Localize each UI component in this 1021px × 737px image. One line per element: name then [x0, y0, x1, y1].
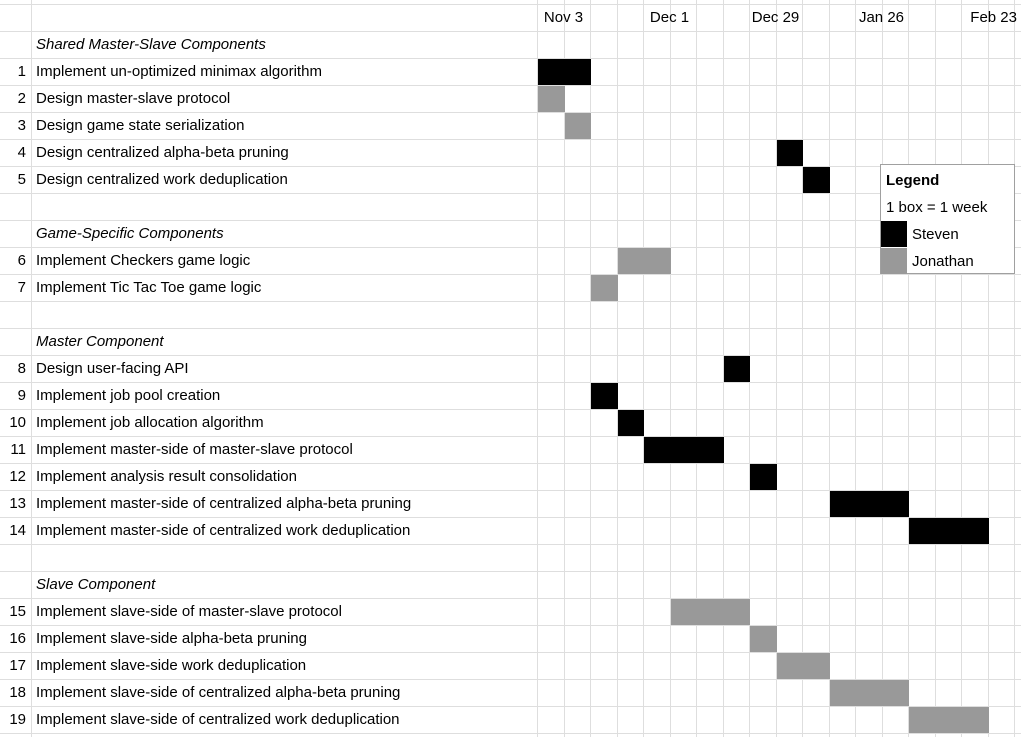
- task-number: 5: [17, 171, 26, 188]
- timeline-date-label: Dec 29: [751, 9, 800, 26]
- task-number: 7: [17, 279, 26, 296]
- legend-scale: 1 box = 1 week: [886, 199, 988, 216]
- legend-label-steven: Steven: [912, 226, 959, 243]
- timeline-date-label: Nov 3: [543, 9, 584, 26]
- legend-title: Legend: [886, 172, 940, 189]
- task-label: Implement slave-side of centralized alph…: [36, 684, 401, 701]
- task-bar-17: [777, 653, 830, 679]
- task-bar-7: [591, 275, 618, 301]
- task-number: 16: [9, 630, 26, 647]
- task-number: 4: [17, 144, 26, 161]
- task-bar-13: [830, 491, 909, 517]
- task-bar-2: [538, 86, 565, 112]
- task-label: Implement analysis result consolidation: [36, 468, 297, 485]
- legend-swatch-jonathan: [881, 248, 907, 274]
- task-label: Implement slave-side of master-slave pro…: [36, 603, 342, 620]
- task-bar-3: [565, 113, 591, 139]
- section-heading: Game-Specific Components: [36, 225, 224, 242]
- task-number: 13: [9, 495, 26, 512]
- legend-box: Legend 1 box = 1 week Steven Jonathan: [880, 164, 1015, 274]
- task-number: 14: [9, 522, 26, 539]
- task-bar-11: [644, 437, 724, 463]
- task-number: 3: [17, 117, 26, 134]
- section-heading: Slave Component: [36, 576, 156, 593]
- task-bar-5: [803, 167, 830, 193]
- timeline-date-label: Feb 23: [970, 9, 1017, 26]
- task-number: 17: [9, 657, 26, 674]
- task-label: Implement master-side of centralized alp…: [36, 495, 412, 512]
- section-heading: Shared Master-Slave Components: [36, 36, 266, 53]
- task-bar-4: [777, 140, 803, 166]
- task-number: 8: [17, 360, 26, 377]
- section-heading: Master Component: [36, 333, 164, 350]
- task-number: 19: [9, 711, 26, 728]
- timeline-date-label: Dec 1: [649, 9, 690, 26]
- task-label: Implement Checkers game logic: [36, 252, 251, 269]
- task-label: Implement master-side of master-slave pr…: [36, 441, 353, 458]
- task-number: 18: [9, 684, 26, 701]
- task-label: Implement job allocation algorithm: [36, 414, 264, 431]
- task-number: 11: [10, 441, 26, 458]
- task-bar-14: [909, 518, 989, 544]
- task-label: Implement master-side of centralized wor…: [36, 522, 411, 539]
- legend-label-jonathan: Jonathan: [912, 253, 974, 270]
- task-bar-8: [724, 356, 750, 382]
- task-label: Implement un-optimized minimax algorithm: [36, 63, 322, 80]
- task-bar-9: [591, 383, 618, 409]
- task-number: 9: [17, 387, 26, 404]
- task-number: 12: [9, 468, 26, 485]
- task-number: 1: [17, 63, 26, 80]
- task-label: Implement Tic Tac Toe game logic: [36, 279, 262, 296]
- task-bar-19: [909, 707, 989, 733]
- task-label: Design centralized work deduplication: [36, 171, 288, 188]
- task-label: Implement job pool creation: [36, 387, 221, 404]
- task-bar-18: [830, 680, 909, 706]
- task-number: 6: [17, 252, 26, 269]
- task-number: 15: [9, 603, 26, 620]
- task-number: 2: [17, 90, 26, 107]
- task-number: 10: [9, 414, 26, 431]
- task-label: Design master-slave protocol: [36, 90, 231, 107]
- task-bar-15: [671, 599, 750, 625]
- task-label: Implement slave-side of centralized work…: [36, 711, 400, 728]
- task-bar-12: [750, 464, 777, 490]
- task-bar-1: [538, 59, 591, 85]
- task-bar-16: [750, 626, 777, 652]
- task-label: Design user-facing API: [36, 360, 189, 377]
- timeline-date-label: Jan 26: [858, 9, 905, 26]
- task-bar-6: [618, 248, 671, 274]
- task-label: Implement slave-side work deduplication: [36, 657, 307, 674]
- task-label: Implement slave-side alpha-beta pruning: [36, 630, 307, 647]
- task-bar-10: [618, 410, 644, 436]
- task-label: Design game state serialization: [36, 117, 245, 134]
- task-label: Design centralized alpha-beta pruning: [36, 144, 289, 161]
- legend-swatch-steven: [881, 221, 907, 247]
